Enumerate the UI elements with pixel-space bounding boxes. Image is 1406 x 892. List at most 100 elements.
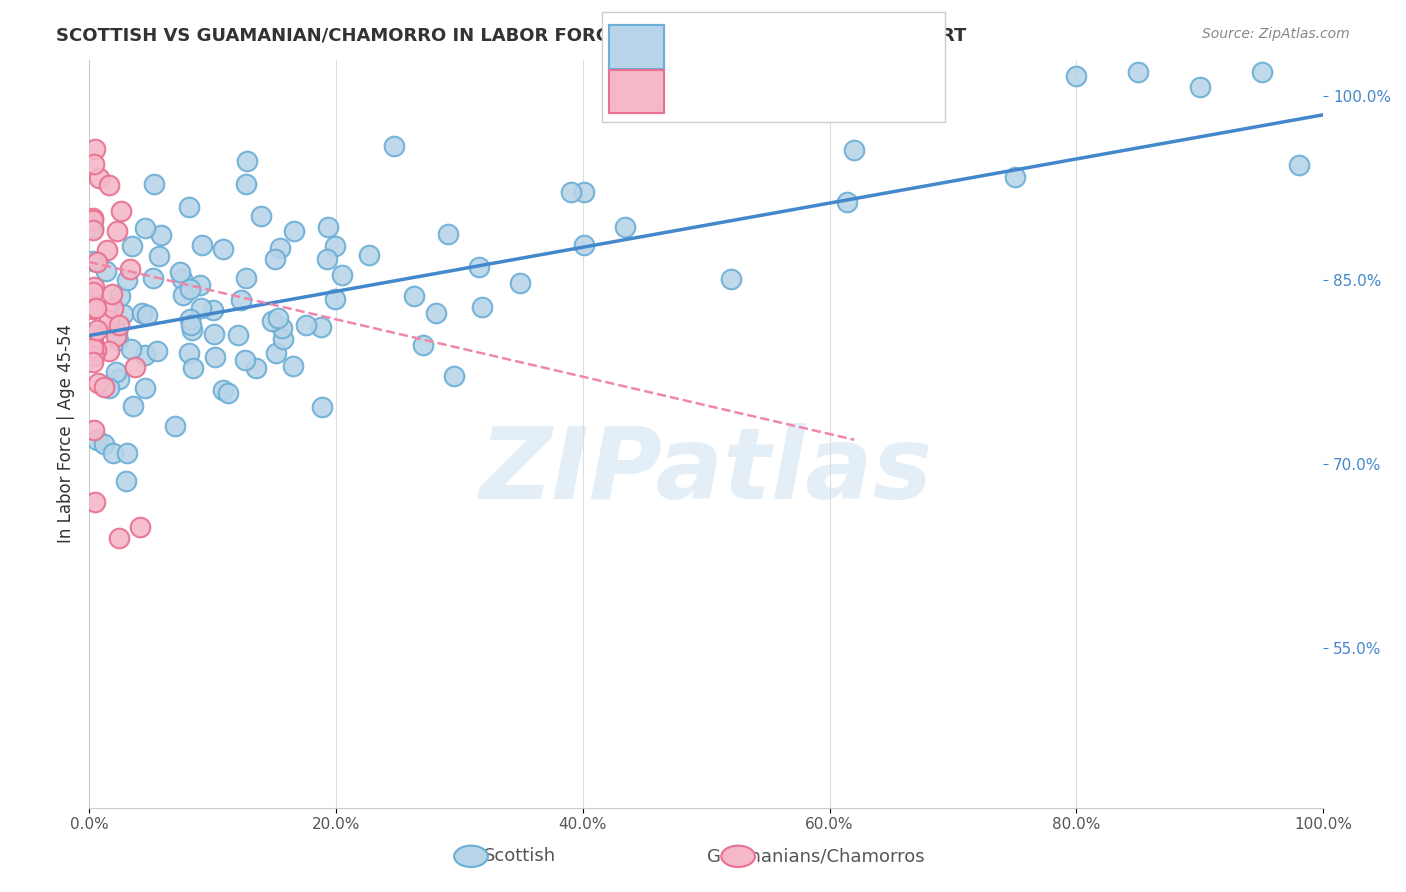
Point xyxy=(172,272,194,286)
Point xyxy=(323,239,346,253)
Point xyxy=(148,249,170,263)
Text: SCOTTISH VS GUAMANIAN/CHAMORRO IN LABOR FORCE | AGE 45-54 CORRELATION CHART: SCOTTISH VS GUAMANIAN/CHAMORRO IN LABOR … xyxy=(56,27,966,45)
Point xyxy=(82,334,104,349)
Point xyxy=(86,255,108,269)
Point xyxy=(179,346,201,360)
Point xyxy=(108,531,131,545)
Point xyxy=(837,195,859,210)
Text: Source: ZipAtlas.com: Source: ZipAtlas.com xyxy=(1202,27,1350,41)
Point xyxy=(281,359,304,374)
Point xyxy=(614,220,637,235)
Point xyxy=(169,265,191,279)
Point xyxy=(111,308,134,322)
Point xyxy=(83,280,105,294)
Point xyxy=(142,178,165,192)
Point xyxy=(264,345,287,359)
Point xyxy=(108,318,131,333)
Point xyxy=(269,241,291,255)
Point xyxy=(84,495,107,509)
Text: R = -0.044  N = 36: R = -0.044 N = 36 xyxy=(671,82,866,100)
Text: R =  0.426  N = 98: R = 0.426 N = 98 xyxy=(671,37,866,55)
Text: ZIPatlas: ZIPatlas xyxy=(479,423,932,519)
Point xyxy=(509,277,531,291)
Point xyxy=(316,219,339,234)
Point xyxy=(1250,65,1272,79)
Point xyxy=(179,311,201,326)
Point xyxy=(295,318,318,332)
Point xyxy=(188,277,211,292)
Point xyxy=(105,328,128,343)
Point xyxy=(190,301,212,316)
Point xyxy=(108,289,131,303)
Point xyxy=(128,520,150,534)
Point xyxy=(271,321,294,335)
Point xyxy=(94,264,117,278)
Point xyxy=(134,381,156,395)
Point xyxy=(323,293,346,307)
Point xyxy=(180,318,202,332)
Point xyxy=(96,243,118,257)
Point xyxy=(226,328,249,343)
Point xyxy=(131,306,153,320)
Point xyxy=(468,260,491,274)
Point xyxy=(86,433,108,447)
Point xyxy=(82,212,104,227)
Point xyxy=(172,288,194,302)
Point xyxy=(82,336,104,351)
Point xyxy=(235,178,257,192)
Point xyxy=(115,446,138,460)
Point xyxy=(436,227,458,241)
Point xyxy=(560,185,582,199)
Point xyxy=(271,332,294,346)
Point xyxy=(181,361,204,376)
Point xyxy=(122,399,145,413)
Point xyxy=(108,372,131,386)
Point xyxy=(263,252,285,267)
Point xyxy=(283,224,305,238)
Point xyxy=(114,474,136,488)
Point xyxy=(262,314,284,328)
Point xyxy=(202,326,225,341)
Point xyxy=(382,139,405,153)
Point xyxy=(124,360,146,375)
Point xyxy=(120,261,142,276)
Point xyxy=(149,227,172,242)
Point xyxy=(105,326,128,340)
Point xyxy=(120,342,142,356)
Point xyxy=(84,301,107,315)
Point xyxy=(1126,65,1149,79)
Point xyxy=(115,273,138,287)
Point xyxy=(107,333,129,347)
Point xyxy=(101,445,124,459)
Point xyxy=(142,271,165,285)
Point xyxy=(84,343,107,357)
Point xyxy=(101,287,124,301)
Point xyxy=(844,143,866,157)
Y-axis label: In Labor Force | Age 45-54: In Labor Force | Age 45-54 xyxy=(58,324,75,543)
Point xyxy=(311,400,333,414)
Point xyxy=(146,344,169,359)
Point xyxy=(83,423,105,437)
Point xyxy=(93,380,115,394)
Point xyxy=(163,418,186,433)
Point xyxy=(180,323,202,337)
Point xyxy=(82,328,104,343)
Point xyxy=(82,301,104,316)
Point xyxy=(82,223,104,237)
Point xyxy=(245,361,267,376)
Point xyxy=(212,242,235,256)
Point xyxy=(250,209,273,223)
Point xyxy=(316,252,339,266)
Point xyxy=(83,349,105,363)
Point xyxy=(101,301,124,316)
Point xyxy=(202,302,225,317)
Point xyxy=(309,319,332,334)
Point xyxy=(98,343,121,358)
Point xyxy=(235,271,257,285)
Point xyxy=(357,247,380,261)
Point xyxy=(1188,79,1211,94)
Point xyxy=(82,211,104,225)
Point xyxy=(1288,158,1310,172)
Point xyxy=(87,171,110,186)
Point xyxy=(82,221,104,235)
